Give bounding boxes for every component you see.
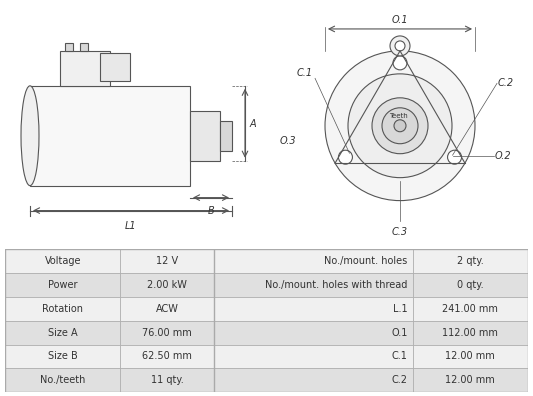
Text: L.1: L.1 bbox=[393, 304, 408, 314]
Bar bbox=[214, 345, 413, 368]
Text: C.2: C.2 bbox=[498, 78, 514, 88]
Bar bbox=[120, 345, 214, 368]
Text: Size B: Size B bbox=[48, 351, 78, 362]
Text: No./mount. holes: No./mount. holes bbox=[324, 256, 408, 267]
Bar bbox=[60, 51, 110, 86]
Text: 62.50 mm: 62.50 mm bbox=[142, 351, 192, 362]
Text: 2.00 kW: 2.00 kW bbox=[147, 280, 187, 290]
Text: B: B bbox=[208, 206, 214, 215]
Bar bbox=[413, 345, 528, 368]
Text: No./mount. holes with thread: No./mount. holes with thread bbox=[265, 280, 408, 290]
Circle shape bbox=[325, 51, 475, 201]
Text: A: A bbox=[250, 119, 256, 129]
Circle shape bbox=[394, 120, 406, 132]
Bar bbox=[5, 273, 120, 297]
Bar bbox=[214, 368, 413, 392]
Bar bbox=[5, 345, 120, 368]
Text: 241.00 mm: 241.00 mm bbox=[442, 304, 498, 314]
Bar bbox=[413, 249, 528, 273]
Circle shape bbox=[372, 98, 428, 154]
Circle shape bbox=[382, 108, 418, 144]
Text: O.3: O.3 bbox=[280, 136, 296, 146]
Bar bbox=[5, 321, 120, 345]
Text: 2 qty.: 2 qty. bbox=[457, 256, 483, 267]
Bar bbox=[220, 121, 232, 151]
Bar bbox=[214, 321, 413, 345]
Bar bbox=[100, 53, 130, 81]
Text: O.2: O.2 bbox=[495, 151, 512, 161]
Bar bbox=[5, 249, 120, 273]
Bar bbox=[413, 273, 528, 297]
Circle shape bbox=[448, 150, 462, 164]
Bar bbox=[190, 111, 220, 161]
Text: C.2: C.2 bbox=[392, 375, 408, 385]
Text: L1: L1 bbox=[125, 221, 137, 230]
Bar bbox=[120, 273, 214, 297]
Bar bbox=[120, 297, 214, 321]
Circle shape bbox=[395, 41, 405, 51]
Bar bbox=[65, 43, 73, 51]
Text: 11 qty.: 11 qty. bbox=[151, 375, 184, 385]
Circle shape bbox=[390, 36, 410, 56]
Bar bbox=[214, 297, 413, 321]
Text: Voltage: Voltage bbox=[45, 256, 81, 267]
Text: 12 V: 12 V bbox=[156, 256, 179, 267]
Text: ACW: ACW bbox=[156, 304, 179, 314]
Text: Power: Power bbox=[48, 280, 77, 290]
Text: No./teeth: No./teeth bbox=[40, 375, 85, 385]
Text: 76.00 mm: 76.00 mm bbox=[142, 327, 192, 338]
Text: Teeth: Teeth bbox=[389, 113, 407, 119]
Bar bbox=[413, 321, 528, 345]
Text: 12.00 mm: 12.00 mm bbox=[446, 375, 495, 385]
Bar bbox=[120, 249, 214, 273]
Bar bbox=[413, 297, 528, 321]
Bar bbox=[5, 297, 120, 321]
Bar bbox=[214, 249, 413, 273]
Bar bbox=[5, 368, 120, 392]
Circle shape bbox=[348, 74, 452, 178]
Bar bbox=[80, 43, 88, 51]
Text: 112.00 mm: 112.00 mm bbox=[442, 327, 498, 338]
Text: Rotation: Rotation bbox=[42, 304, 83, 314]
Text: C.1: C.1 bbox=[297, 69, 313, 78]
Bar bbox=[120, 321, 214, 345]
Ellipse shape bbox=[21, 86, 39, 186]
Circle shape bbox=[338, 150, 352, 164]
Text: C.3: C.3 bbox=[392, 227, 408, 236]
Circle shape bbox=[393, 56, 407, 70]
Text: 0 qty.: 0 qty. bbox=[457, 280, 483, 290]
Bar bbox=[413, 368, 528, 392]
Text: Size A: Size A bbox=[48, 327, 78, 338]
Text: 12.00 mm: 12.00 mm bbox=[446, 351, 495, 362]
Bar bbox=[214, 273, 413, 297]
Text: O.1: O.1 bbox=[392, 15, 408, 25]
Bar bbox=[120, 368, 214, 392]
Text: O.1: O.1 bbox=[391, 327, 408, 338]
Text: C.1: C.1 bbox=[392, 351, 408, 362]
Bar bbox=[30, 86, 190, 186]
